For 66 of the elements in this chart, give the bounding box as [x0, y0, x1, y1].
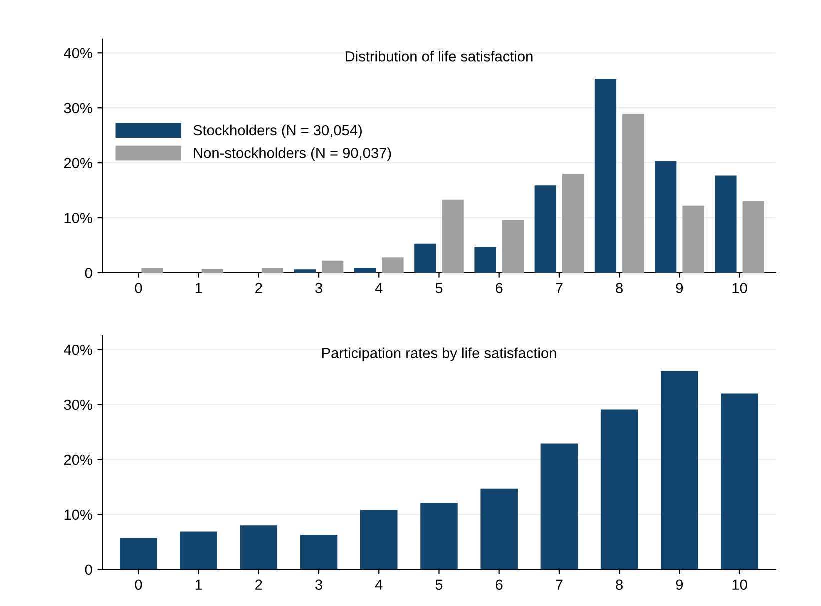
y-tick-label: 20% [64, 158, 92, 168]
bar [661, 371, 698, 570]
bar [502, 220, 524, 273]
bar [682, 206, 704, 273]
bar [382, 258, 404, 273]
y-tick-label: 10% [64, 510, 92, 520]
x-tick-label: 4 [375, 283, 383, 294]
y-tick-label: 30% [64, 103, 92, 114]
x-tick-label: 3 [316, 580, 322, 590]
bar [180, 532, 218, 570]
text: Distribution of life satisfaction [346, 51, 533, 62]
text: Participation rates by life satisfaction [322, 348, 556, 362]
legend-label: Stockholders (N = 30,054) [194, 124, 362, 139]
bar [420, 503, 458, 570]
legend-label: Non-stockholders (N = 90,037) [194, 148, 392, 162]
bar [480, 488, 518, 570]
y-tick-label: 10% [64, 213, 92, 224]
x-tick-label: 1 [196, 283, 202, 294]
x-tick-label: 7 [556, 283, 563, 294]
bar [655, 161, 677, 273]
bar [120, 538, 158, 570]
x-tick-label: 9 [676, 283, 684, 294]
bar [322, 260, 344, 273]
x-tick-label: 7 [556, 580, 563, 590]
y-tick-label: 40% [64, 344, 92, 356]
x-tick-label: 2 [256, 580, 262, 590]
bar [442, 200, 464, 273]
y-tick-label: 40% [64, 48, 92, 59]
bar [742, 202, 764, 273]
bar [360, 510, 398, 570]
y-tick-label: 30% [64, 400, 92, 410]
bar [715, 176, 737, 273]
x-tick-label: 6 [496, 580, 503, 590]
bar [240, 526, 278, 570]
x-tick-label: 5 [436, 580, 443, 590]
bar [142, 268, 164, 273]
bar [600, 410, 638, 570]
bar [300, 535, 338, 570]
bar [294, 270, 316, 273]
bar [594, 78, 617, 273]
x-tick-label: 4 [375, 580, 383, 590]
bar [540, 444, 578, 570]
y-tick-label: 20% [64, 454, 92, 466]
bar [202, 269, 224, 273]
bar [474, 247, 496, 273]
x-tick-label: 10 [732, 283, 748, 294]
x-tick-label: 8 [616, 580, 623, 590]
y-tick-label: 0 [85, 564, 92, 576]
bar [721, 394, 758, 570]
x-tick-label: 9 [676, 580, 684, 590]
bar [262, 268, 284, 273]
x-tick-label: 5 [436, 283, 443, 294]
x-tick-label: 6 [496, 283, 503, 294]
bar [562, 174, 584, 273]
x-tick-label: 10 [732, 580, 748, 590]
x-tick-label: 0 [135, 283, 142, 294]
x-tick-label: 0 [135, 580, 142, 590]
x-tick-label: 2 [256, 283, 262, 294]
y-tick-label: 0 [85, 268, 92, 278]
bar [414, 244, 436, 273]
bar [354, 268, 376, 273]
x-tick-label: 1 [196, 580, 202, 590]
bar [622, 114, 644, 273]
bar [534, 186, 556, 273]
x-tick-label: 3 [316, 283, 322, 294]
x-tick-label: 8 [616, 283, 623, 294]
